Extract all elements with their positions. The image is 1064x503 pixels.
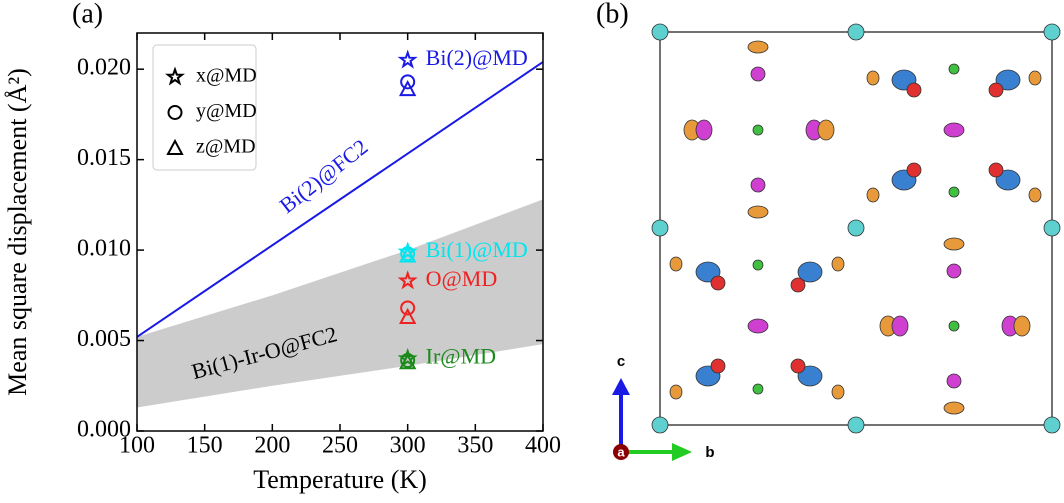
line-label: Bi(2)@FC2 — [275, 134, 373, 218]
atom — [848, 220, 864, 236]
atom — [949, 187, 959, 197]
atom — [944, 238, 964, 250]
atom — [652, 417, 668, 433]
atom — [907, 83, 921, 97]
atom — [711, 359, 725, 373]
x-tick-label: 150 — [187, 433, 223, 459]
atom — [989, 83, 1003, 97]
atom — [1014, 316, 1030, 336]
atom — [892, 316, 908, 336]
axis-label: c — [617, 353, 625, 370]
atom — [751, 67, 765, 81]
group-label: Bi(2)@MD — [426, 45, 528, 70]
atom — [907, 163, 921, 177]
panel-label: (b) — [596, 0, 629, 29]
atom — [748, 41, 768, 53]
x-tick-label: 200 — [254, 433, 290, 459]
atom — [1029, 188, 1041, 202]
atom — [867, 71, 879, 85]
atom — [947, 264, 961, 278]
y-tick-label: 0.020 — [77, 55, 131, 81]
star-marker — [401, 53, 415, 67]
atom — [670, 385, 682, 399]
atom — [748, 206, 768, 218]
atom — [1044, 24, 1060, 40]
legend-label: z@MD — [196, 136, 256, 158]
x-tick-label: 300 — [390, 433, 426, 459]
crystal-structure: c a b — [612, 24, 1060, 461]
group-label: O@MD — [426, 266, 498, 291]
atom — [949, 321, 959, 331]
atom — [696, 120, 712, 140]
legend-label: x@MD — [196, 65, 257, 87]
atom — [652, 220, 668, 236]
y-axis-label: Mean square displacement (Å²) — [3, 68, 32, 396]
panel-label: (a) — [72, 0, 103, 29]
atom — [848, 24, 864, 40]
atom — [947, 374, 961, 388]
atom — [791, 278, 805, 292]
y-tick-label: 0.015 — [77, 145, 131, 171]
atom — [791, 359, 805, 373]
axis-label: b — [705, 444, 714, 461]
group-label: Ir@MD — [426, 344, 496, 369]
atom — [1044, 220, 1060, 236]
atom — [711, 276, 725, 290]
atom — [944, 123, 964, 137]
axis-arrow — [612, 378, 630, 395]
legend-label: y@MD — [196, 100, 257, 122]
y-tick-label: 0.000 — [77, 417, 131, 443]
y-tick-label: 0.005 — [77, 326, 131, 352]
x-axis-label: Temperature (K) — [253, 465, 427, 494]
x-tick-label: 350 — [457, 433, 493, 459]
atom — [944, 402, 964, 414]
group-label: Bi(1)@MD — [426, 237, 528, 262]
atom — [751, 178, 765, 192]
atom — [989, 163, 1003, 177]
y-tick-label: 0.010 — [77, 236, 131, 262]
atom — [753, 260, 763, 270]
atom — [753, 384, 763, 394]
atom — [753, 125, 763, 135]
atom — [832, 257, 844, 271]
atom — [652, 24, 668, 40]
x-tick-label: 400 — [525, 433, 561, 459]
atom — [1029, 71, 1041, 85]
atom — [867, 188, 879, 202]
atom — [670, 257, 682, 271]
atom — [1044, 417, 1060, 433]
atom — [832, 385, 844, 399]
atom — [848, 417, 864, 433]
axis-label: a — [617, 444, 625, 459]
axis-arrow — [672, 443, 692, 461]
figure: (a) (b) c a b Bi(1)-Ir-O@FC2Bi(2)@FC2Bi(… — [0, 0, 1064, 503]
atom — [818, 120, 834, 140]
atom — [949, 64, 959, 74]
atom — [748, 319, 768, 333]
x-tick-label: 250 — [322, 433, 358, 459]
